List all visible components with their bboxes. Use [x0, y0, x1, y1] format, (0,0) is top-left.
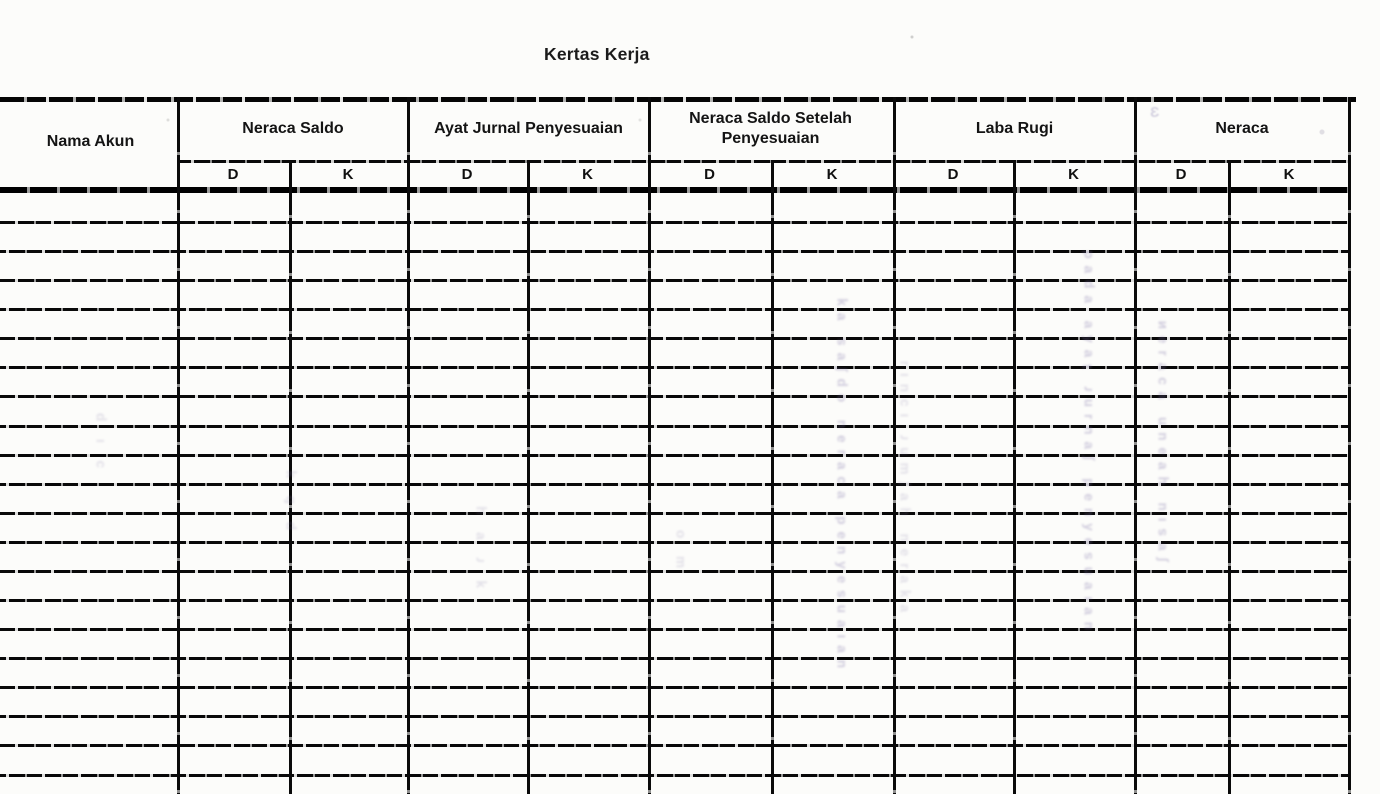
header-bottom-border	[0, 187, 1350, 193]
subheader-nssp-d: D	[704, 165, 715, 183]
header-ayat-jurnal-penyesuaian: Ayat Jurnal Penyesuaian	[434, 119, 623, 137]
row-line	[0, 279, 1350, 283]
row-line	[0, 511, 1350, 515]
row-line	[0, 250, 1350, 254]
row-line	[0, 453, 1350, 457]
row-line	[0, 657, 1350, 661]
subheader-laba-rugi-d: D	[947, 165, 959, 183]
row-line	[0, 628, 1350, 632]
column-line-nama-akun-end	[177, 97, 180, 794]
dk-split-neraca	[1228, 160, 1231, 794]
row-line	[0, 366, 1350, 370]
column-line-neraca-saldo-end	[407, 97, 410, 794]
bleedthrough-artifact: uɐıɐnsǝʎuǝd ʃɐuɹnɾ ʇɐʎɐ ɐpɐd	[1080, 243, 1095, 630]
subheader-neraca-d: D	[1175, 165, 1187, 183]
row-line	[0, 424, 1350, 428]
row-line	[0, 482, 1350, 486]
row-line	[0, 337, 1350, 341]
header-laba-rugi: Laba Rugi	[975, 119, 1054, 137]
subheader-ajp-d: D	[461, 165, 473, 183]
subheader-nssp-k: K	[826, 165, 838, 183]
column-line-laba-rugi-end	[1134, 97, 1137, 794]
row-line	[0, 221, 1350, 224]
header-nama-akun: Nama Akun	[46, 133, 135, 150]
subheader-ajp-k: K	[582, 165, 593, 183]
row-line	[0, 599, 1350, 603]
dk-split-laba-rugi	[1013, 160, 1016, 794]
bleedthrough-artifact: ʃɐsıu ɥɐǝun ɐɔɐɹǝᴎ	[1154, 313, 1169, 562]
subheader-neraca-saldo-k: K	[342, 165, 354, 183]
row-line	[0, 773, 1350, 777]
column-line-ajp-end	[648, 97, 651, 794]
row-line	[0, 715, 1350, 719]
row-line	[0, 686, 1350, 690]
dk-split-nssp	[771, 160, 774, 794]
bleedthrough-artifact: ɐʞɐɹǝu ɥɐʃɯnɾ ıɔuıɹ	[896, 353, 911, 612]
header-neraca-saldo-setelah-penyesuaian: Neraca Saldo Setelah Penyesuaian	[689, 109, 852, 147]
subheader-neraca-k: K	[1283, 165, 1295, 183]
row-line	[0, 569, 1350, 573]
row-line	[0, 744, 1350, 748]
dk-split-ajp	[527, 160, 530, 794]
subheader-laba-rugi-k: K	[1068, 165, 1079, 183]
header-neraca-saldo: Neraca Saldo	[242, 119, 344, 137]
row-line	[0, 395, 1350, 399]
row-line	[0, 308, 1350, 312]
column-line-nssp-end	[893, 97, 896, 794]
subheader-neraca-saldo-d: D	[227, 165, 239, 183]
dk-split-neraca-saldo	[289, 160, 292, 794]
page-title: Kertas Kerja	[544, 44, 650, 64]
table-top-border	[0, 97, 1356, 102]
table-right-border	[1348, 97, 1351, 794]
header-sub-divider-line	[177, 160, 1350, 163]
row-line	[0, 540, 1350, 544]
header-neraca: Neraca	[1215, 119, 1269, 137]
